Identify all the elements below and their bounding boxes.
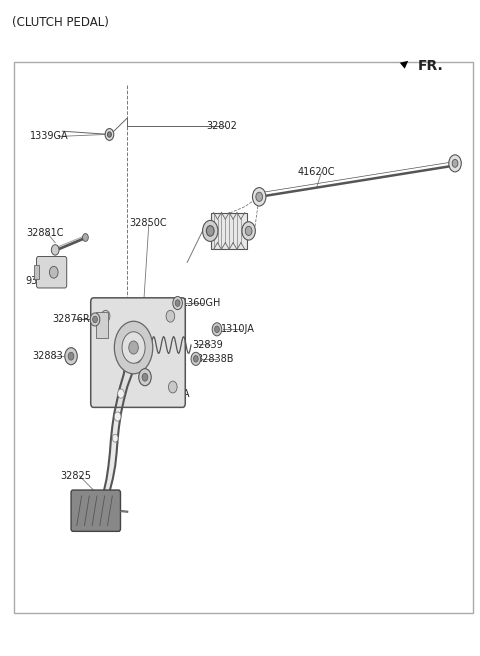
Circle shape bbox=[142, 373, 148, 381]
Text: 32883: 32883 bbox=[33, 351, 63, 361]
Circle shape bbox=[212, 323, 222, 336]
Text: 32820A: 32820A bbox=[153, 388, 190, 399]
Circle shape bbox=[206, 226, 214, 236]
Circle shape bbox=[122, 332, 145, 363]
Text: 32883: 32883 bbox=[154, 372, 184, 382]
Polygon shape bbox=[96, 361, 134, 509]
FancyBboxPatch shape bbox=[36, 256, 67, 288]
Circle shape bbox=[118, 389, 124, 398]
Text: 1360GH: 1360GH bbox=[182, 298, 222, 308]
Circle shape bbox=[173, 297, 182, 310]
Circle shape bbox=[49, 266, 58, 278]
Circle shape bbox=[93, 316, 97, 323]
Circle shape bbox=[105, 129, 114, 140]
Bar bbox=[96, 312, 108, 338]
FancyBboxPatch shape bbox=[71, 490, 120, 531]
Text: 32802: 32802 bbox=[206, 121, 237, 131]
FancyBboxPatch shape bbox=[91, 298, 185, 407]
Circle shape bbox=[168, 381, 177, 393]
Circle shape bbox=[193, 356, 198, 362]
Circle shape bbox=[191, 352, 201, 365]
Circle shape bbox=[90, 313, 100, 326]
Circle shape bbox=[51, 245, 59, 255]
Text: 41605: 41605 bbox=[206, 226, 237, 236]
Circle shape bbox=[112, 434, 118, 442]
Circle shape bbox=[166, 310, 175, 322]
Circle shape bbox=[129, 341, 138, 354]
Circle shape bbox=[134, 353, 139, 359]
Circle shape bbox=[65, 348, 77, 365]
Circle shape bbox=[175, 300, 180, 306]
Text: 93840A: 93840A bbox=[25, 276, 62, 286]
Text: 32837: 32837 bbox=[107, 351, 137, 361]
Circle shape bbox=[83, 234, 88, 241]
Circle shape bbox=[132, 350, 142, 363]
Text: 32876R: 32876R bbox=[53, 314, 91, 325]
Circle shape bbox=[114, 412, 121, 421]
Circle shape bbox=[101, 310, 110, 322]
Circle shape bbox=[252, 188, 266, 206]
Circle shape bbox=[449, 155, 461, 172]
Text: 1310JA: 1310JA bbox=[221, 324, 255, 335]
Circle shape bbox=[245, 226, 252, 236]
Circle shape bbox=[127, 335, 137, 348]
Circle shape bbox=[242, 222, 255, 240]
Circle shape bbox=[256, 192, 263, 201]
Circle shape bbox=[452, 159, 458, 167]
Text: 32839: 32839 bbox=[192, 340, 223, 350]
Text: 32838B: 32838B bbox=[94, 336, 131, 346]
Circle shape bbox=[114, 321, 153, 374]
Circle shape bbox=[68, 352, 74, 360]
Circle shape bbox=[215, 326, 219, 333]
Text: 32825: 32825 bbox=[60, 470, 91, 481]
FancyArrowPatch shape bbox=[386, 61, 408, 79]
Text: (CLUTCH PEDAL): (CLUTCH PEDAL) bbox=[12, 16, 109, 30]
Circle shape bbox=[130, 338, 134, 344]
Text: 32881C: 32881C bbox=[26, 228, 64, 238]
Text: 32850C: 32850C bbox=[130, 218, 167, 228]
Circle shape bbox=[139, 369, 151, 386]
Bar bbox=[34, 265, 39, 279]
Bar bbox=[211, 213, 247, 249]
Circle shape bbox=[203, 220, 218, 241]
Text: 41620C: 41620C bbox=[298, 167, 335, 177]
Text: 1339GA: 1339GA bbox=[30, 131, 68, 142]
Text: 32838B: 32838B bbox=[197, 354, 234, 364]
Text: FR.: FR. bbox=[418, 58, 444, 73]
Bar bbox=[14, 62, 473, 613]
Circle shape bbox=[108, 132, 111, 137]
